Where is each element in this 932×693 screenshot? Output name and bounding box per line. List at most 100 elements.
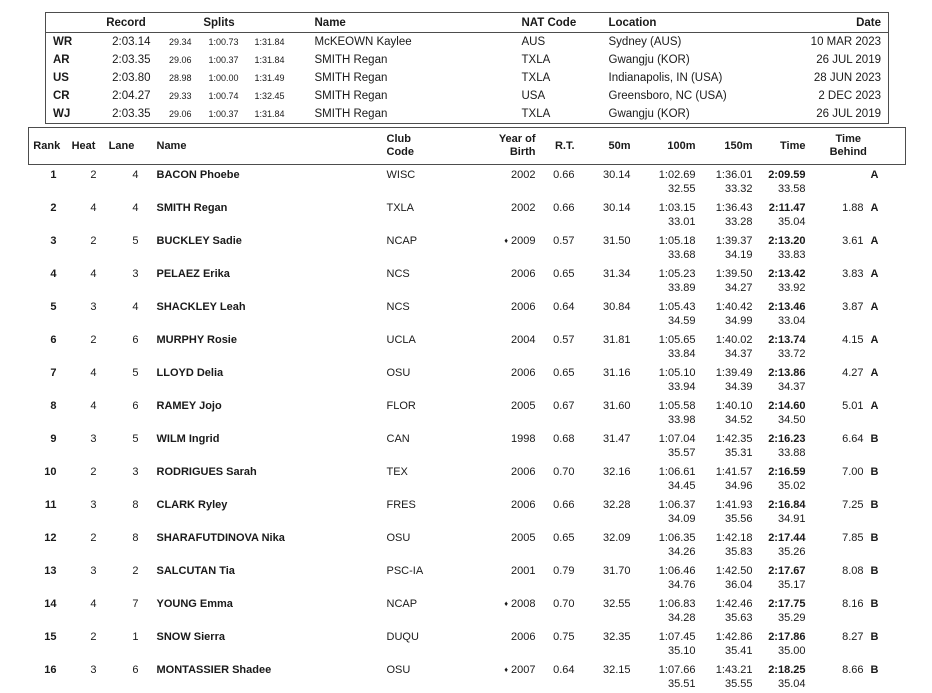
split-150m-cell: 1:41.57 <box>703 462 760 479</box>
grade-letter: A <box>871 367 882 379</box>
lap-150m-cell: 35.41 <box>703 644 760 660</box>
split-50m-cell: 31.47 <box>583 429 638 446</box>
split-100m-cell: 1:05.18 <box>638 231 703 248</box>
splits-row-end-spacer <box>817 182 906 198</box>
reaction-time-cell: 0.65 <box>541 363 583 380</box>
time-behind-value: 8.16 <box>842 598 863 610</box>
split-100m-cell: 1:05.65 <box>638 330 703 347</box>
grade-letter: A <box>871 169 882 181</box>
rank-cell: 1 <box>29 165 65 183</box>
lane-cell: 8 <box>103 495 141 512</box>
lap-150m-cell: 35.31 <box>703 446 760 462</box>
split-50m-cell: 31.34 <box>583 264 638 281</box>
year-of-birth-cell: 2006 <box>461 462 541 479</box>
heat-cell: 2 <box>65 462 103 479</box>
swimmer-name-cell: SHACKLEY Leah <box>141 297 381 314</box>
year-of-birth-value: 2002 <box>511 202 535 214</box>
time-behind-cell: A <box>817 165 906 183</box>
record-time: 2:03.35 <box>101 51 156 69</box>
lap-200m-cell: 33.04 <box>760 314 817 330</box>
split-150m-cell: 1:42.18 <box>703 528 760 545</box>
split-100m-cell: 1:06.61 <box>638 462 703 479</box>
record-holder-name: SMITH Regan <box>289 51 504 69</box>
split-50m-cell: 32.15 <box>583 660 638 677</box>
year-of-birth-cell: 2006 <box>461 363 541 380</box>
lap-100m-cell: 32.55 <box>638 182 703 198</box>
swimmer-name-cell: SHARAFUTDINOVA Nika <box>141 528 381 545</box>
grade-letter: A <box>871 235 882 247</box>
reaction-time-cell: 0.70 <box>541 462 583 479</box>
final-time-cell: 2:17.75 <box>760 594 817 611</box>
records-header-record: Record <box>101 13 156 33</box>
splits-row-end-spacer <box>817 248 906 264</box>
club-code-cell: NCAP <box>381 231 461 248</box>
lap-100m-cell: 33.98 <box>638 413 703 429</box>
split-100m-cell: 1:02.69 <box>638 165 703 183</box>
split-50m-cell: 31.50 <box>583 231 638 248</box>
record-nat-code: TXLA <box>504 69 589 87</box>
reaction-time-cell: 0.65 <box>541 264 583 281</box>
split-150m-cell: 1:43.21 <box>703 660 760 677</box>
time-behind-value: 4.15 <box>842 334 863 346</box>
splits-row-spacer <box>29 248 638 264</box>
time-behind-value: 4.27 <box>842 367 863 379</box>
splits-row-spacer <box>29 413 638 429</box>
year-of-birth-value: 2001 <box>511 565 535 577</box>
lane-cell: 6 <box>103 396 141 413</box>
record-split-150: 1:32.45 <box>243 87 289 105</box>
results-header-50m: 50m <box>583 128 638 165</box>
reaction-time-cell: 0.79 <box>541 561 583 578</box>
lap-100m-cell: 33.01 <box>638 215 703 231</box>
heat-cell: 4 <box>65 363 103 380</box>
year-of-birth-value: 2006 <box>511 367 535 379</box>
heat-cell: 2 <box>65 330 103 347</box>
record-holder-name: SMITH Regan <box>289 87 504 105</box>
splits-row-spacer <box>29 644 638 660</box>
results-header-heat: Heat <box>65 128 103 165</box>
splits-row-end-spacer <box>817 479 906 495</box>
split-150m-cell: 1:36.43 <box>703 198 760 215</box>
splits-row-spacer <box>29 611 638 627</box>
record-split-50: 28.98 <box>156 69 196 87</box>
lap-150m-cell: 33.28 <box>703 215 760 231</box>
split-150m-cell: 1:39.37 <box>703 231 760 248</box>
record-split-100: 1:00.00 <box>196 69 243 87</box>
grade-letter: B <box>871 499 882 511</box>
time-behind-value: 8.08 <box>842 565 863 577</box>
year-of-birth-cell: 2006 <box>461 495 541 512</box>
split-100m-cell: 1:06.46 <box>638 561 703 578</box>
split-50m-cell: 31.81 <box>583 330 638 347</box>
record-location: Indianapolis, IN (USA) <box>589 69 779 87</box>
year-of-birth-cell: 2001 <box>461 561 541 578</box>
record-nat-code: AUS <box>504 33 589 52</box>
year-of-birth-cell: 2004 <box>461 330 541 347</box>
split-150m-cell: 1:42.50 <box>703 561 760 578</box>
lap-150m-cell: 34.99 <box>703 314 760 330</box>
year-of-birth-cell: 2006 <box>461 297 541 314</box>
record-nat-code: TXLA <box>504 105 589 124</box>
results-header-reaction-time: R.T. <box>541 128 583 165</box>
reaction-time-cell: 0.67 <box>541 396 583 413</box>
split-150m-cell: 1:40.42 <box>703 297 760 314</box>
record-nat-code: TXLA <box>504 51 589 69</box>
split-50m-cell: 30.14 <box>583 198 638 215</box>
reaction-time-cell: 0.66 <box>541 495 583 512</box>
record-split-100: 1:00.37 <box>196 51 243 69</box>
year-of-birth-cell: ♦2009 <box>461 231 541 248</box>
